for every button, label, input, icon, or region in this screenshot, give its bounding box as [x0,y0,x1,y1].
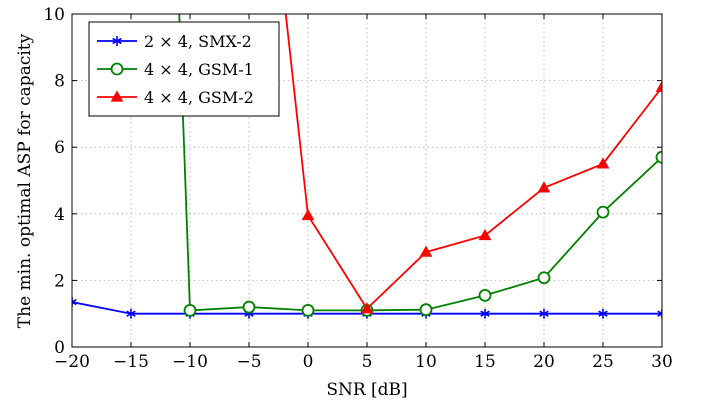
data-point-series-3 [301,208,315,221]
data-point-series-2 [419,303,433,317]
data-point-series-2 [183,303,197,317]
data-point-series-2 [478,288,492,302]
data-point-series-2 [655,150,662,164]
legend-label-3: 4 × 4, GSM-2 [144,88,254,107]
legend-marker-2 [110,62,124,76]
legend: 2 × 4, SMX-2 4 × 4, GSM-1 4 × 4, GSM-2 [88,21,280,117]
x-tick-label: −15 [113,352,149,372]
grid [72,14,662,347]
data-point-series-3 [537,181,551,193]
x-tick-label: 30 [651,352,673,372]
legend-marker-1 [112,36,122,46]
x-tick-label: 25 [592,352,614,372]
data-point-series-3 [478,228,492,241]
x-tick-labels: −20 −15 −10 −5 0 5 10 15 20 25 30 [54,352,673,372]
y-tick-label: 10 [43,5,65,25]
y-tick-label: 6 [54,138,65,158]
x-tick-label: 5 [362,352,373,372]
data-point-series-1 [539,308,549,319]
y-axis-label: The min. optimal ASP for capacity [15,33,35,328]
x-tick-label: 10 [415,352,437,372]
y-tick-label: 4 [54,205,65,225]
x-tick-label: −10 [172,352,208,372]
legend-label-1: 2 × 4, SMX-2 [144,32,252,51]
legend-label-2: 4 × 4, GSM-1 [144,60,254,79]
y-tick-label: 0 [54,338,65,358]
x-tick-label: 15 [474,352,496,372]
x-tick-label: −20 [54,352,90,372]
data-point-series-1 [72,297,77,308]
y-tick-label: 8 [54,72,65,92]
data-point-series-2 [301,303,315,317]
data-point-series-3 [655,80,662,92]
data-point-series-1 [598,308,608,319]
legend-marker-3 [110,90,124,102]
markers-layer [72,80,662,319]
y-tick-labels: 0 2 4 6 8 10 [43,5,65,358]
data-point-series-2 [242,300,256,314]
x-tick-label: 0 [303,352,314,372]
data-point-series-3 [360,302,374,314]
tick-marks [71,13,663,348]
data-point-series-1 [657,308,662,319]
x-axis-label: SNR [dB] [326,380,407,400]
y-tick-label: 2 [54,271,65,291]
data-point-series-2 [537,271,551,285]
data-point-series-3 [419,245,433,257]
data-point-series-1 [126,308,136,319]
data-point-series-1 [480,308,490,319]
x-tick-label: −5 [236,352,261,372]
data-point-series-2 [596,205,610,219]
data-point-series-3 [596,157,610,169]
x-tick-label: 20 [533,352,555,372]
